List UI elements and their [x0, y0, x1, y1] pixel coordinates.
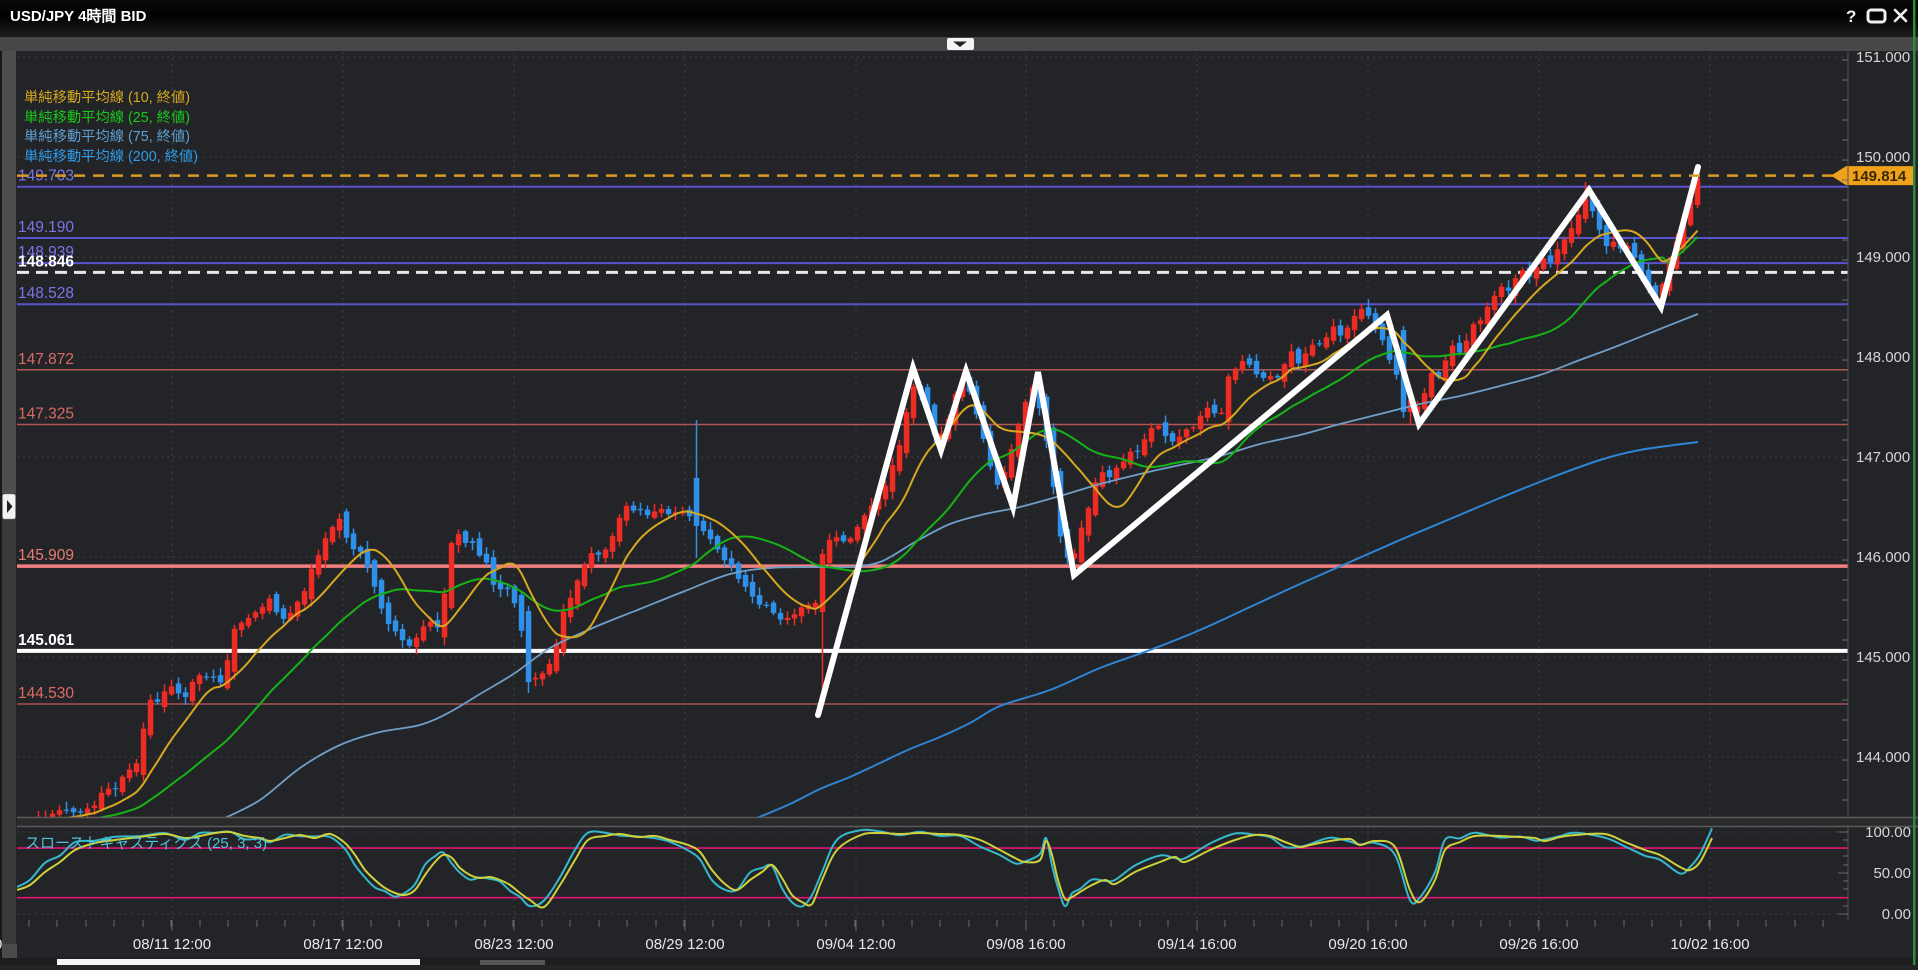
svg-text:145.061: 145.061	[18, 632, 74, 649]
svg-text:スローストキャスティクス (25, 3, 3): スローストキャスティクス (25, 3, 3)	[25, 835, 267, 852]
svg-text:0: 0	[0, 936, 2, 953]
svg-text:09/04 12:00: 09/04 12:00	[816, 936, 895, 953]
svg-text:?: ?	[1846, 7, 1856, 26]
svg-text:150.000: 150.000	[1856, 149, 1910, 166]
svg-text:08/11 12:00: 08/11 12:00	[133, 936, 211, 953]
svg-text:144.000: 144.000	[1856, 749, 1910, 766]
svg-text:08/17 12:00: 08/17 12:00	[303, 936, 382, 953]
svg-text:151.000: 151.000	[1856, 49, 1910, 66]
svg-text:08/23 12:00: 08/23 12:00	[474, 936, 553, 953]
svg-text:10/02 16:00: 10/02 16:00	[1670, 936, 1749, 953]
svg-text:148.939: 148.939	[18, 244, 74, 261]
svg-text:08/29 12:00: 08/29 12:00	[645, 936, 724, 953]
svg-text:50.00: 50.00	[1873, 865, 1911, 882]
svg-text:146.000: 146.000	[1856, 549, 1910, 566]
svg-text:145.909: 145.909	[18, 547, 74, 564]
svg-text:100.00: 100.00	[1865, 824, 1911, 841]
svg-text:09/20 16:00: 09/20 16:00	[1328, 936, 1407, 953]
svg-text:149.000: 149.000	[1856, 249, 1910, 266]
svg-text:148.000: 148.000	[1856, 349, 1910, 366]
svg-text:単純移動平均線 (10, 終値): 単純移動平均線 (10, 終値)	[24, 89, 190, 106]
svg-text:09/26 16:00: 09/26 16:00	[1499, 936, 1578, 953]
svg-text:09/14 16:00: 09/14 16:00	[1157, 936, 1236, 953]
svg-text:単純移動平均線 (200, 終値): 単純移動平均線 (200, 終値)	[24, 148, 198, 165]
svg-text:144.530: 144.530	[18, 685, 74, 702]
svg-text:単純移動平均線 (25, 終値): 単純移動平均線 (25, 終値)	[24, 109, 190, 126]
svg-text:USD/JPY 4時間 BID: USD/JPY 4時間 BID	[10, 7, 147, 25]
svg-text:147.325: 147.325	[18, 406, 74, 423]
svg-text:単純移動平均線 (75, 終値): 単純移動平均線 (75, 終値)	[24, 128, 190, 145]
svg-text:148.528: 148.528	[18, 285, 74, 302]
svg-text:149.814: 149.814	[1852, 168, 1907, 185]
svg-text:0.00: 0.00	[1882, 906, 1911, 923]
svg-text:09/08 16:00: 09/08 16:00	[986, 936, 1065, 953]
svg-text:147.000: 147.000	[1856, 449, 1910, 466]
svg-text:149.190: 149.190	[18, 219, 74, 236]
svg-text:148.846: 148.846	[18, 253, 74, 270]
svg-text:145.000: 145.000	[1856, 649, 1910, 666]
svg-text:147.872: 147.872	[18, 351, 74, 368]
